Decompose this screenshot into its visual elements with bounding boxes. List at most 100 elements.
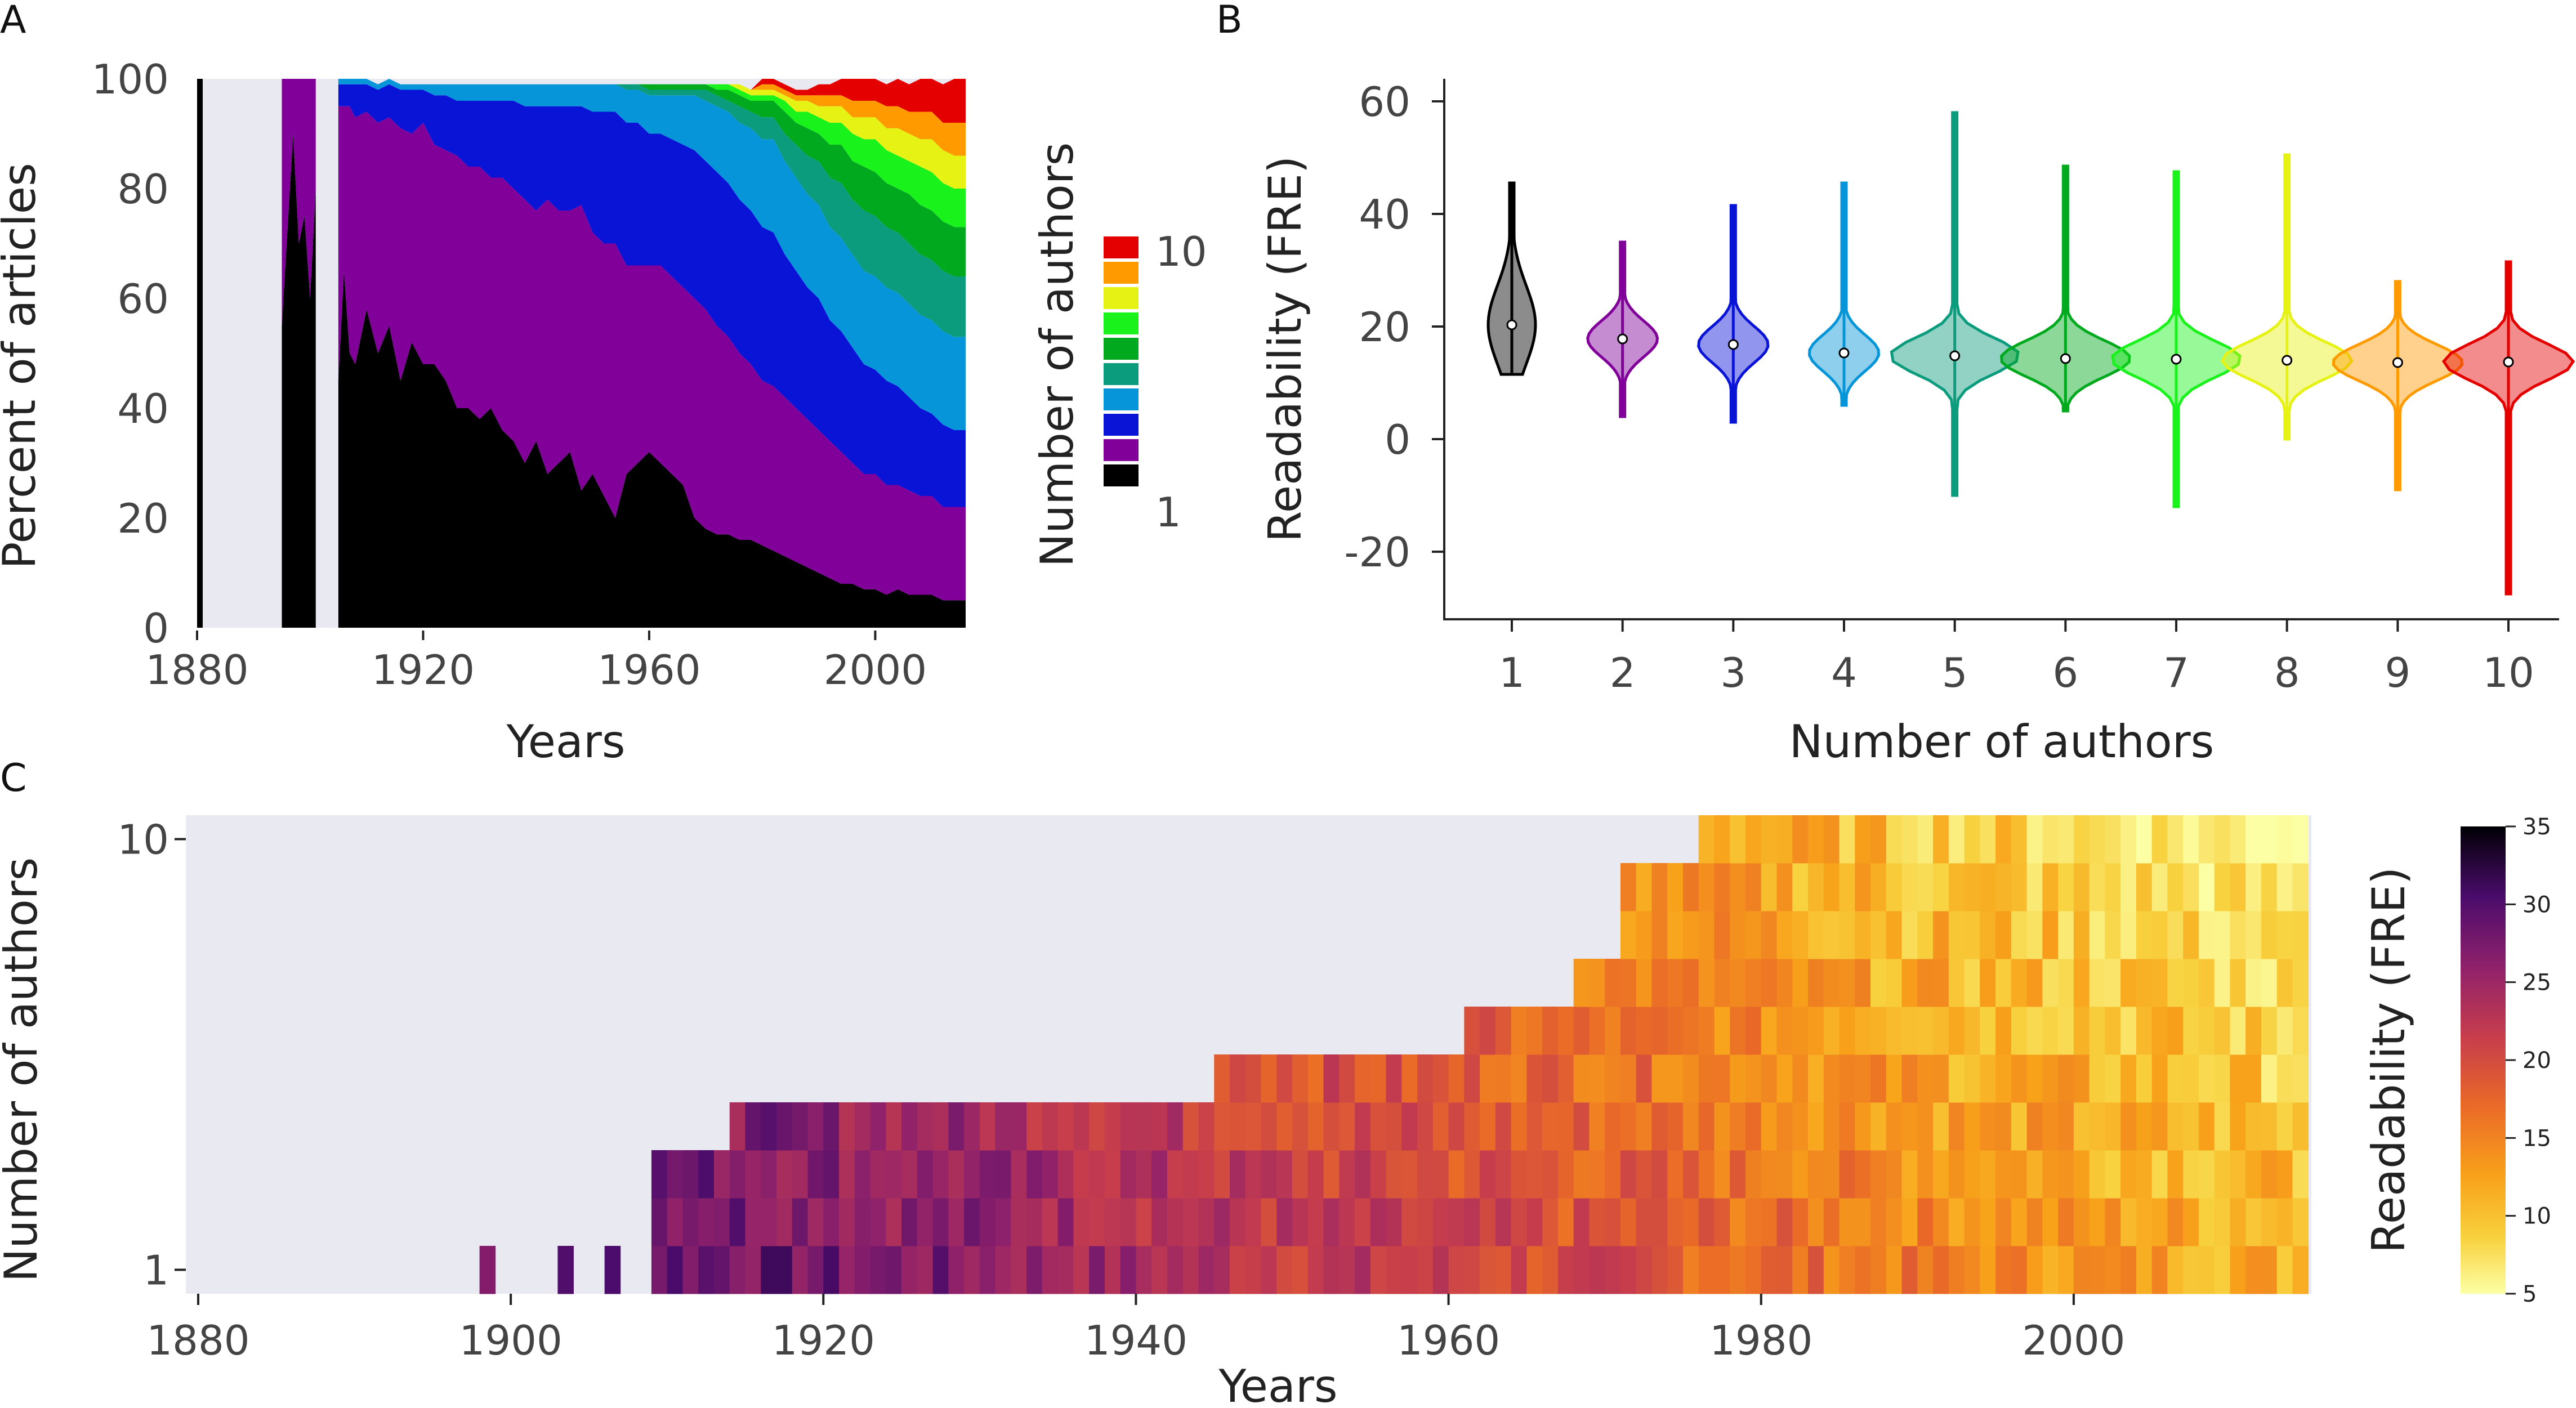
- heatmap-cell: [1745, 1150, 1762, 1199]
- heatmap-cell: [667, 1246, 684, 1294]
- panel-a-stacked-area-chart: 1880 1920 1960 2000 0 20 40 60 80 100 Years Perc…: [0, 56, 1207, 768]
- heatmap-cell: [1042, 1246, 1059, 1294]
- violin-median-3: [1727, 339, 1739, 350]
- area-series-7: [338, 79, 966, 227]
- heatmap-cell: [1964, 1007, 1981, 1055]
- heatmap-cell: [2058, 815, 2074, 864]
- heatmap-cell: [2151, 1054, 2168, 1103]
- heatmap-cell: [1870, 1198, 1887, 1246]
- heatmap-cell: [979, 1150, 996, 1199]
- heatmap-cell: [1933, 1054, 1949, 1103]
- heatmap-cell: [1120, 1246, 1137, 1294]
- heatmap-cell: [2058, 863, 2074, 911]
- x-tick-label: 1900: [459, 1317, 562, 1364]
- heatmap-cell: [745, 1150, 762, 1199]
- heatmap-cell: [2105, 863, 2121, 911]
- heatmap-cell: [1995, 1102, 2012, 1151]
- y-tick-label: 100: [92, 56, 169, 103]
- heatmap-cell: [1980, 863, 1996, 911]
- heatmap-cell: [1995, 1054, 2012, 1103]
- heatmap-cell: [1261, 1102, 1278, 1151]
- heatmap-cell: [2245, 1007, 2262, 1055]
- heatmap-cell: [1761, 863, 1778, 911]
- heatmap-cell: [2042, 1246, 2059, 1294]
- heatmap-cell: [995, 1102, 1012, 1151]
- x-tick-label: 7: [2163, 649, 2189, 696]
- area-series-8: [338, 79, 966, 189]
- heatmap-cell: [1823, 1007, 1840, 1055]
- x-tick-label: 1920: [772, 1317, 875, 1364]
- heatmap-cell: [2136, 863, 2153, 911]
- heatmap-cell: [682, 1150, 699, 1199]
- panel-letter-c: C: [0, 756, 26, 801]
- heatmap-cell: [1901, 959, 1918, 1007]
- heatmap-cell: [1386, 1246, 1403, 1294]
- heatmap-cell: [2167, 1150, 2184, 1199]
- heatmap-cell: [964, 1102, 980, 1151]
- heatmap-cell: [2089, 1007, 2106, 1055]
- x-tick-label: 10: [2483, 649, 2534, 696]
- heatmap-cell: [2183, 1198, 2199, 1246]
- heatmap-cell: [1714, 1054, 1731, 1103]
- y-tick-label: 1: [143, 1247, 169, 1294]
- y-tick-label: 20: [117, 495, 169, 542]
- heatmap-cell: [1136, 1246, 1152, 1294]
- area-series-6: [338, 79, 966, 276]
- heatmap-cell: [2026, 1102, 2043, 1151]
- heatmap-cell: [1480, 1150, 1496, 1199]
- heatmap-cell: [1245, 1054, 1262, 1103]
- colorbar: 5 10 15 20 25 30 35 Readability (FRE): [2363, 814, 2551, 1307]
- heatmap-cell: [2183, 1007, 2199, 1055]
- heatmap-cell: [1761, 1102, 1778, 1151]
- heatmap-cell: [1245, 1198, 1262, 1246]
- heatmap-cell: [1589, 1102, 1605, 1151]
- heatmap-cell: [1167, 1246, 1184, 1294]
- panel-c-cells: [479, 815, 2309, 1294]
- heatmap-cell: [1980, 1150, 1996, 1199]
- heatmap-cell: [1901, 1198, 1918, 1246]
- heatmap-cell: [2276, 1102, 2293, 1151]
- panel-c-y-axis-label: Number of authors: [0, 857, 47, 1282]
- heatmap-cell: [1073, 1198, 1090, 1246]
- heatmap-cell: [776, 1102, 793, 1151]
- heatmap-cell: [1745, 1246, 1762, 1294]
- violin-median-1: [1506, 319, 1517, 330]
- heatmap-cell: [1042, 1198, 1059, 1246]
- heatmap-cell: [2167, 1198, 2184, 1246]
- heatmap-cell: [1542, 1054, 1559, 1103]
- heatmap-cell: [1808, 815, 1824, 864]
- heatmap-cell: [1995, 959, 2012, 1007]
- heatmap-cell: [2151, 1198, 2168, 1246]
- heatmap-cell: [698, 1198, 715, 1246]
- heatmap-cell: [948, 1102, 965, 1151]
- heatmap-cell: [651, 1150, 668, 1199]
- heatmap-cell: [2167, 1054, 2184, 1103]
- heatmap-cell: [2245, 1198, 2262, 1246]
- heatmap-cell: [1198, 1102, 1215, 1151]
- heatmap-cell: [1323, 1102, 1340, 1151]
- heatmap-cell: [1307, 1198, 1324, 1246]
- heatmap-cell: [792, 1102, 809, 1151]
- heatmap-cell: [1745, 863, 1762, 911]
- heatmap-cell: [1714, 1007, 1731, 1055]
- heatmap-cell: [1636, 959, 1653, 1007]
- heatmap-cell: [839, 1246, 855, 1294]
- heatmap-cell: [1057, 1150, 1074, 1199]
- heatmap-cell: [1745, 911, 1762, 959]
- heatmap-cell: [1933, 863, 1949, 911]
- heatmap-cell: [2105, 1054, 2121, 1103]
- heatmap-cell: [1761, 1007, 1778, 1055]
- heatmap-cell: [886, 1198, 902, 1246]
- heatmap-cell: [2073, 911, 2090, 959]
- heatmap-cell: [1605, 1102, 1621, 1151]
- heatmap-cell: [839, 1150, 855, 1199]
- heatmap-cell: [1229, 1246, 1246, 1294]
- heatmap-cell: [713, 1246, 730, 1294]
- heatmap-cell: [667, 1198, 684, 1246]
- heatmap-cell: [964, 1246, 980, 1294]
- heatmap-cell: [1933, 911, 1949, 959]
- area-series-1: [338, 271, 966, 628]
- x-tick-label: 2000: [2022, 1317, 2125, 1364]
- heatmap-cell: [2167, 1007, 2184, 1055]
- heatmap-cell: [1151, 1150, 1168, 1199]
